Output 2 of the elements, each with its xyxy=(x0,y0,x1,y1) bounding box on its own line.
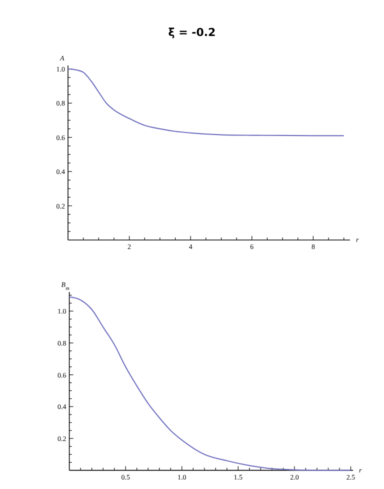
line-series xyxy=(67,68,344,136)
chart-title: ξ = -0.2 xyxy=(168,26,216,39)
